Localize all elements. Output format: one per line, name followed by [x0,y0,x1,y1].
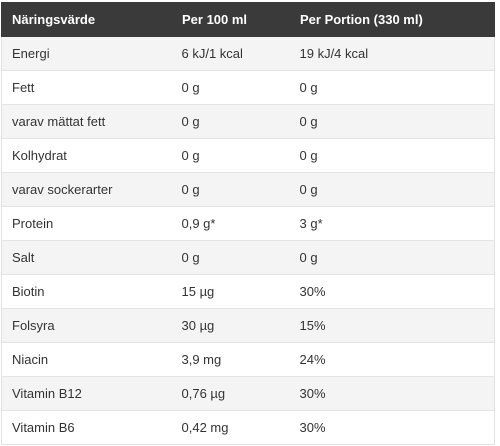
nutrient-name: Folsyra [1,308,172,343]
value-per-100ml: 0 g [171,138,290,173]
table-row: Vitamin B12 0,76 µg 30% [1,376,495,411]
value-per-portion: 0 g [289,138,495,173]
header-per-100ml: Per 100 ml [171,2,290,37]
table-row: Folsyra 30 µg 15% [1,308,495,343]
nutrient-name: Vitamin B12 [1,376,172,411]
value-per-100ml: 0 g [171,172,290,207]
value-per-portion: 30% [289,410,495,445]
nutrient-name: Kolhydrat [1,138,172,173]
value-per-100ml: 3,9 mg [171,342,290,377]
table-row: Fett 0 g 0 g [1,70,495,105]
value-per-100ml: 0,42 mg [171,410,290,445]
value-per-portion: 24% [289,342,495,377]
value-per-portion: 30% [289,376,495,411]
value-per-100ml: 0,76 µg [171,376,290,411]
table-row: Kolhydrat 0 g 0 g [1,138,495,173]
table-row: varav mättat fett 0 g 0 g [1,104,495,139]
table-row: Protein 0,9 g* 3 g* [1,206,495,241]
table-row: Niacin 3,9 mg 24% [1,342,495,377]
nutrient-name: Salt [1,240,172,275]
nutrient-name: Vitamin B6 [1,410,172,445]
value-per-portion: 3 g* [289,206,495,241]
value-per-portion: 0 g [289,240,495,275]
table-row: Energi 6 kJ/1 kcal 19 kJ/4 kcal [1,36,495,71]
table-row: Biotin 15 µg 30% [1,274,495,309]
value-per-portion: 30% [289,274,495,309]
value-per-portion: 0 g [289,70,495,105]
table-body: Energi 6 kJ/1 kcal 19 kJ/4 kcal Fett 0 g… [1,36,495,445]
nutrient-name: Niacin [1,342,172,377]
value-per-100ml: 0 g [171,240,290,275]
table-row: Salt 0 g 0 g [1,240,495,275]
value-per-100ml: 0 g [171,70,290,105]
header-row: Näringsvärde Per 100 ml Per Portion (330… [1,2,495,37]
table-header: Näringsvärde Per 100 ml Per Portion (330… [1,2,495,37]
value-per-portion: 0 g [289,172,495,207]
value-per-portion: 19 kJ/4 kcal [289,36,495,71]
table-row: varav sockerarter 0 g 0 g [1,172,495,207]
header-nutrient: Näringsvärde [1,2,172,37]
nutrient-name: varav sockerarter [1,172,172,207]
value-per-100ml: 0,9 g* [171,206,290,241]
value-per-100ml: 15 µg [171,274,290,309]
nutrient-name: Biotin [1,274,172,309]
nutrient-name: Protein [1,206,172,241]
value-per-portion: 0 g [289,104,495,139]
nutrient-name: Energi [1,36,172,71]
value-per-100ml: 6 kJ/1 kcal [171,36,290,71]
value-per-100ml: 0 g [171,104,290,139]
nutrient-name: varav mättat fett [1,104,172,139]
nutrient-name: Fett [1,70,172,105]
header-per-portion: Per Portion (330 ml) [289,2,495,37]
value-per-portion: 15% [289,308,495,343]
value-per-100ml: 30 µg [171,308,290,343]
table-row: Vitamin B6 0,42 mg 30% [1,410,495,445]
